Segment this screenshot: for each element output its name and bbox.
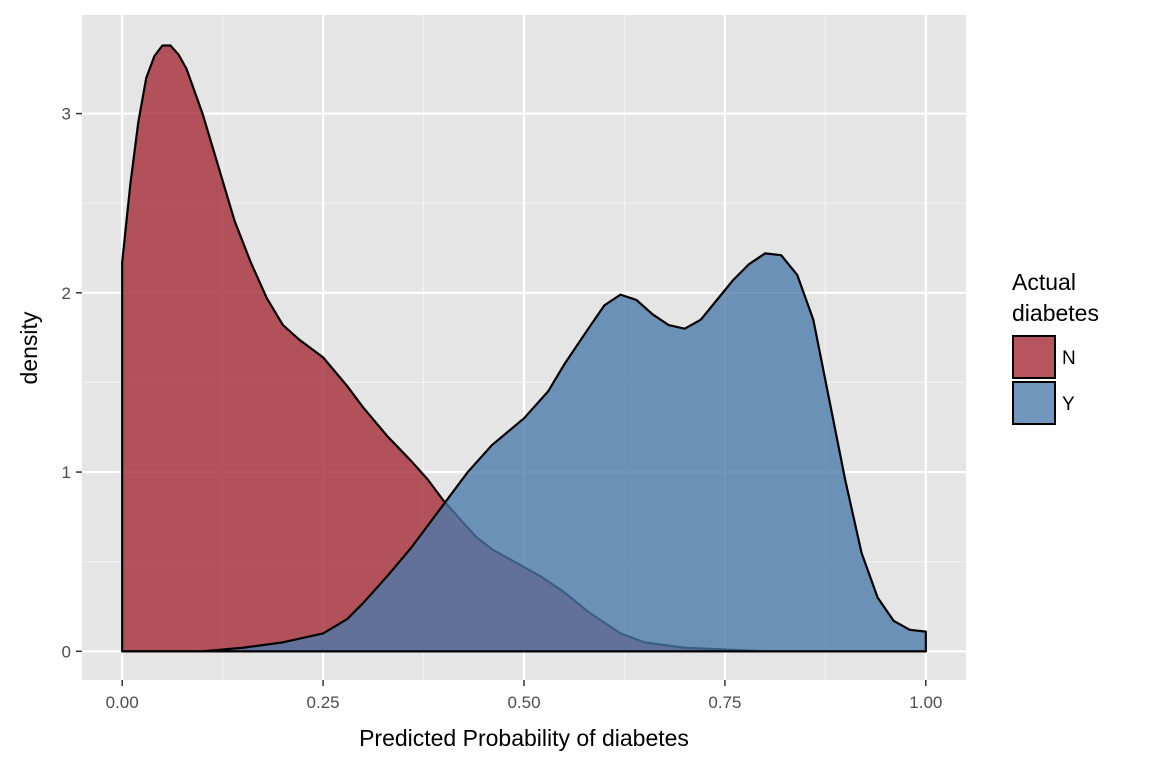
density-area-y (121, 252, 927, 653)
x-tick-label: 0.50 (507, 693, 540, 712)
legend-label-y: Y (1062, 394, 1075, 415)
y-tick-label: 1 (62, 463, 71, 482)
x-axis-title: Predicted Probability of diabetes (359, 725, 689, 751)
legend-label-n: N (1062, 348, 1076, 369)
legend-title-line-2: diabetes (1012, 300, 1099, 326)
x-tick-label: 0.75 (708, 693, 741, 712)
x-axis: 0.00 0.25 0.50 0.75 1.00 (106, 680, 942, 712)
x-tick-label: 1.00 (909, 693, 942, 712)
legend-key-y (1012, 381, 1056, 425)
y-axis-title: density (16, 311, 42, 384)
y-tick-label: 0 (62, 642, 71, 661)
y-tick-label: 3 (62, 105, 71, 124)
density-series (121, 44, 927, 653)
legend-title-line-1: Actual (1012, 269, 1076, 295)
legend: Actual diabetes N Y (1012, 269, 1099, 425)
x-tick-label: 0.00 (106, 693, 139, 712)
y-tick-label: 2 (62, 284, 71, 303)
legend-key-n (1012, 335, 1056, 379)
y-axis: 0 1 2 3 (62, 105, 82, 661)
x-tick-label: 0.25 (307, 693, 340, 712)
